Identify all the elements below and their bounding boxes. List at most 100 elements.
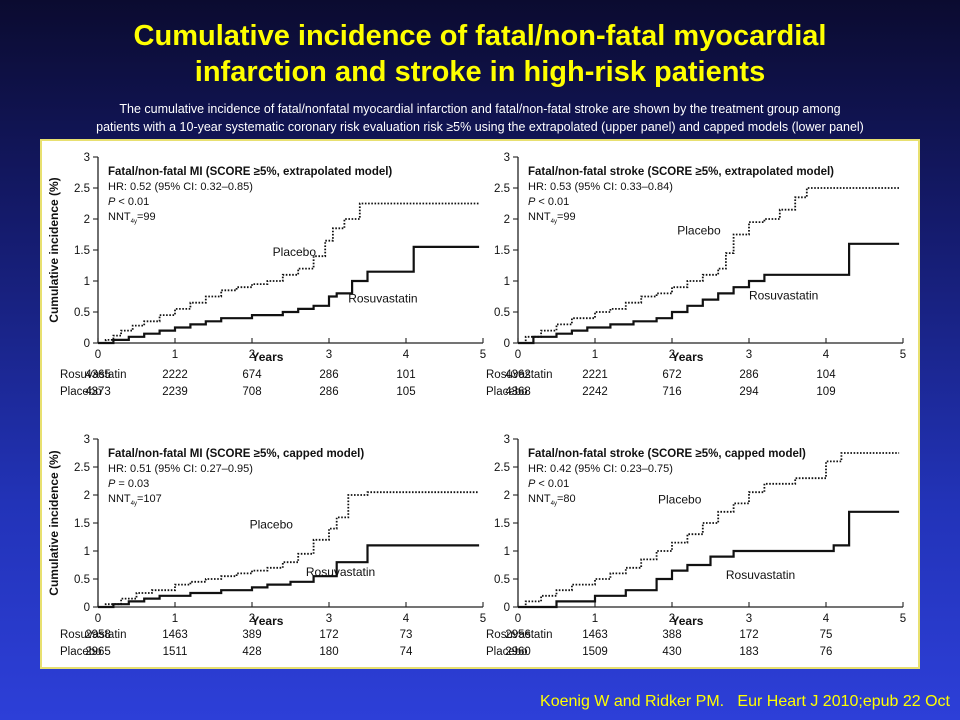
slide-subtitle-line-2: patients with a 10-year systematic coron…: [96, 120, 864, 134]
at-risk-value: 1463: [582, 629, 608, 641]
y-tick-label: 2.5: [494, 183, 510, 195]
p-value: P = 0.03: [108, 478, 149, 490]
x-tick-label: 4: [403, 613, 410, 625]
at-risk-value: 286: [739, 369, 758, 381]
y-tick-label: 2: [504, 214, 510, 226]
at-risk-value: 428: [242, 646, 261, 658]
chart-panel-1: 0 0.5 1 1.5 2 2.5 3 0 1 2 3 4 5 Years Cumulative incid…: [47, 152, 486, 398]
x-tick-label: 3: [326, 349, 332, 361]
x-tick-label: 2: [249, 613, 255, 625]
at-risk-value: 2221: [582, 369, 608, 381]
series-line-rosuvastatin: [98, 245, 480, 345]
x-tick-label: 4: [823, 613, 830, 625]
x-tick-label: 2: [669, 349, 675, 361]
series-line-rosuvastatin: [98, 544, 480, 609]
at-risk-value: 672: [662, 369, 681, 381]
nnt-stat: NNT4y=99: [528, 211, 576, 225]
panel-title: Fatal/non-fatal MI (SCORE ≥5%, extrapola…: [108, 166, 392, 178]
at-risk-value: 2960: [505, 646, 531, 658]
y-tick-label: 3: [84, 152, 90, 164]
at-risk-value: 73: [400, 629, 413, 641]
at-risk-label-rosuvastatin: Rosuvastatin: [60, 369, 126, 381]
y-tick-label: 0.5: [494, 574, 510, 586]
y-tick-label: 2.5: [74, 462, 90, 474]
x-tick-label: 4: [823, 349, 830, 361]
citation: Koenig W and Ridker PM. Eur Heart J 2010…: [540, 693, 950, 710]
x-tick-label: 1: [592, 613, 598, 625]
at-risk-value: 101: [396, 369, 415, 381]
at-risk-label-rosuvastatin: Rosuvastatin: [486, 629, 552, 641]
at-risk-value: 172: [319, 629, 338, 641]
y-tick-label: 0.5: [74, 307, 90, 319]
x-tick-label: 1: [172, 613, 178, 625]
series-line-rosuvastatin: [518, 510, 900, 609]
series-line-placebo: [98, 491, 480, 608]
y-tick-label: 1.5: [494, 245, 510, 257]
y-tick-label: 1.5: [494, 518, 510, 530]
series-label-placebo: Placebo: [677, 224, 721, 238]
x-tick-label: 2: [249, 349, 255, 361]
at-risk-value: 180: [319, 646, 338, 658]
y-tick-label: 1: [504, 276, 510, 288]
series-label-rosuvastatin: Rosuvastatin: [348, 292, 417, 306]
chart-panel-3: 0 0.5 1 1.5 2 2.5 3 0 1 2 3 4 5 Years Cumulative incid…: [47, 434, 486, 658]
at-risk-value: 75: [820, 629, 833, 641]
x-tick-label: 0: [95, 349, 101, 361]
x-tick-label: 3: [746, 349, 752, 361]
chart-panel-4: 0 0.5 1 1.5 2 2.5 3 0 1 2 3 4 5 Years Placebo Rosuvasta…: [486, 434, 906, 658]
at-risk-label-placebo: Placebo: [60, 646, 102, 658]
y-tick-label: 3: [84, 434, 90, 446]
x-tick-label: 5: [480, 613, 486, 625]
at-risk-value: 708: [242, 386, 261, 398]
at-risk-value: 4373: [85, 386, 111, 398]
x-tick-label: 5: [900, 613, 906, 625]
series-label-placebo: Placebo: [250, 518, 294, 532]
series-label-rosuvastatin: Rosuvastatin: [749, 289, 818, 303]
at-risk-value: 1509: [582, 646, 608, 658]
at-risk-value: 388: [662, 629, 681, 641]
at-risk-label-placebo: Placebo: [486, 646, 528, 658]
chart-panel-2: 0 0.5 1 1.5 2 2.5 3 0 1 2 3 4 5 Years Placebo Rosuvasta…: [486, 152, 906, 398]
x-tick-label: 2: [669, 613, 675, 625]
y-tick-label: 2: [84, 490, 90, 502]
nnt-stat: NNT4y=80: [528, 493, 576, 507]
at-risk-value: 716: [662, 386, 681, 398]
y-tick-label: 3: [504, 152, 510, 164]
x-axis-label: Years: [251, 350, 283, 364]
y-tick-label: 1.5: [74, 245, 90, 257]
series-line-placebo: [518, 187, 900, 344]
x-axis-label: Years: [671, 614, 703, 628]
y-tick-label: 2: [504, 490, 510, 502]
at-risk-value: 2965: [85, 646, 111, 658]
at-risk-label-rosuvastatin: Rosuvastatin: [60, 629, 126, 641]
y-tick-label: 0.5: [494, 307, 510, 319]
series-label-rosuvastatin: Rosuvastatin: [306, 565, 375, 579]
hr-stat: HR: 0.51 (95% CI: 0.27–0.95): [108, 463, 253, 475]
at-risk-value: 172: [739, 629, 758, 641]
y-tick-label: 0: [84, 602, 90, 614]
at-risk-value: 183: [739, 646, 758, 658]
y-tick-label: 0: [504, 338, 510, 350]
at-risk-value: 294: [739, 386, 759, 398]
panel-title: Fatal/non-fatal stroke (SCORE ≥5%, extra…: [528, 166, 834, 178]
series-line-placebo: [98, 202, 480, 344]
x-tick-label: 5: [480, 349, 486, 361]
slide-subtitle: The cumulative incidence of fatal/nonfat…: [20, 100, 940, 136]
at-risk-value: 389: [242, 629, 261, 641]
at-risk-value: 2242: [582, 386, 608, 398]
y-tick-label: 3: [504, 434, 510, 446]
slide-title: Cumulative incidence of fatal/non-fatal …: [0, 18, 960, 90]
y-tick-label: 0.5: [74, 574, 90, 586]
at-risk-value: 109: [816, 386, 835, 398]
hr-stat: HR: 0.42 (95% CI: 0.23–0.75): [528, 463, 673, 475]
y-tick-label: 2: [84, 214, 90, 226]
at-risk-value: 2958: [85, 629, 111, 641]
x-axis-label: Years: [671, 350, 703, 364]
at-risk-value: 2956: [505, 629, 531, 641]
figure-canvas: 0 0.5 1 1.5 2 2.5 3 0 1 2 3 4 5 Years Cumulative incid…: [47, 152, 906, 658]
nnt-stat: NNT4y=107: [108, 493, 162, 507]
x-tick-label: 5: [900, 349, 906, 361]
x-tick-label: 3: [326, 613, 332, 625]
at-risk-value: 2222: [162, 369, 188, 381]
slide-title-line-2: infarction and stroke in high-risk patie…: [194, 56, 766, 88]
